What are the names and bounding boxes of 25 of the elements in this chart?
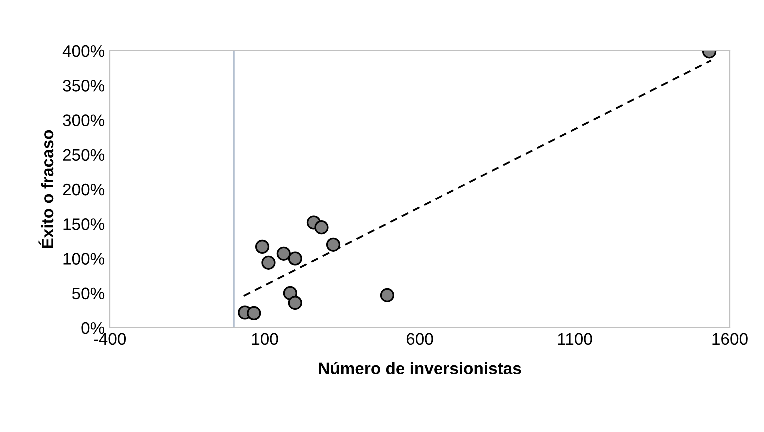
- point: [314, 220, 329, 235]
- x-tick-label: 100: [252, 333, 278, 346]
- y-tick-label: 350%: [63, 80, 105, 92]
- point: [255, 240, 270, 254]
- y-tick-label: 400%: [62, 45, 105, 58]
- point: [326, 238, 341, 252]
- x-tick-label: 600: [406, 333, 434, 346]
- point: [247, 306, 262, 321]
- y-tick-label: 300%: [63, 114, 105, 126]
- y-tick-label: 100%: [64, 253, 105, 265]
- y-tick-label: 150%: [64, 218, 105, 230]
- x-tick-label: 1100: [558, 333, 592, 346]
- y-tick-label: 200%: [63, 184, 105, 196]
- point: [288, 296, 302, 310]
- x-tick-label: -400: [94, 333, 126, 346]
- point: [288, 252, 302, 266]
- y-tick-label: 50%: [72, 288, 105, 300]
- y-axis-title: Éxito o fracaso: [38, 130, 54, 248]
- point: [262, 256, 276, 270]
- y-tick-label: 250%: [63, 149, 105, 162]
- point: [276, 246, 291, 261]
- x-tick-label: 1600: [712, 333, 748, 346]
- point: [380, 288, 394, 302]
- x-axis-title: Número de inversionistas: [319, 362, 522, 375]
- y-tick-label: 0%: [82, 322, 105, 334]
